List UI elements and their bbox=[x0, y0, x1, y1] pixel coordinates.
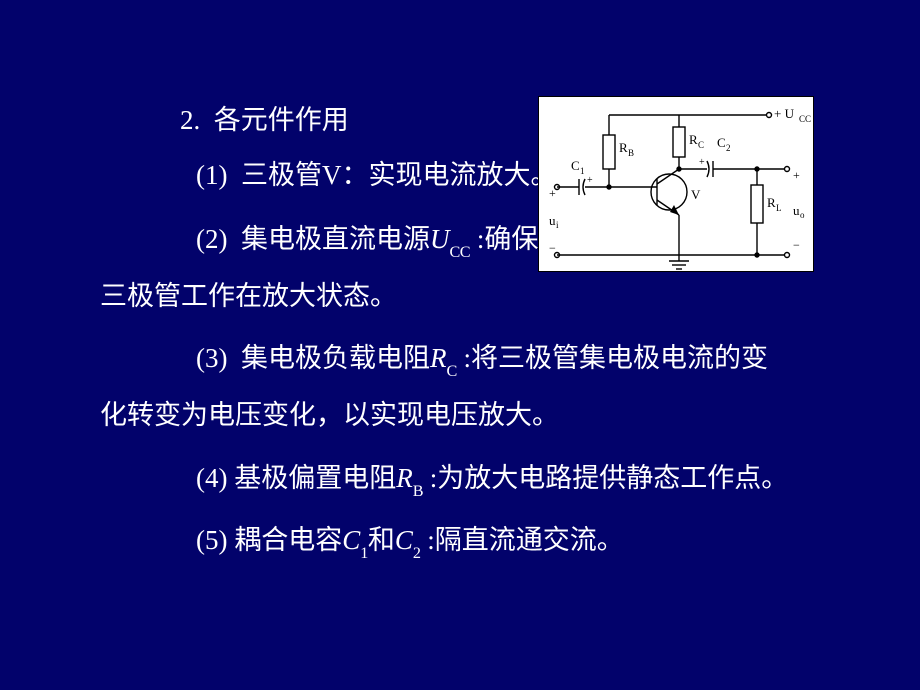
item3-c: 化转变为电压变化，以实现电压放大。 bbox=[100, 400, 559, 430]
item4-a: 基极偏置电阻 bbox=[234, 463, 396, 493]
item4-b: :为放大电路提供静态工作点。 bbox=[430, 463, 789, 493]
svg-text:+: + bbox=[549, 186, 556, 200]
svg-text:R: R bbox=[689, 132, 698, 147]
svg-text:C: C bbox=[717, 135, 726, 150]
svg-text:+ U: + U bbox=[774, 106, 795, 121]
svg-text:+: + bbox=[587, 175, 593, 186]
item2-a: 集电极直流电源 bbox=[241, 224, 430, 254]
svg-text:B: B bbox=[628, 148, 634, 158]
item-5: (5) 耦合电容C1和C2 :隔直流通交流。 bbox=[196, 512, 820, 569]
item5-a: 耦合电容 bbox=[234, 525, 342, 555]
slide: 2. 各元件作用 (1) 三极管V：实现电流放大。 (2) 集电极直流电源UCC… bbox=[0, 0, 920, 690]
item2-c: 三极管工作在放大状态。 bbox=[100, 281, 397, 311]
item-4: (4) 基极偏置电阻RB :为放大电路提供静态工作点。 bbox=[196, 450, 820, 507]
svg-text:+: + bbox=[699, 157, 705, 168]
item3-var: R bbox=[430, 343, 447, 373]
svg-text:R: R bbox=[767, 195, 776, 210]
item-3: (3) 集电极负载电阻RC :将三极管集电极电流的变 化转变为电压变化，以实现电… bbox=[100, 330, 820, 443]
circuit-diagram: + U CC R B R C bbox=[538, 96, 814, 272]
item1-num: (1) bbox=[196, 160, 227, 190]
item1-text: 三极管V：实现电流放大。 bbox=[241, 160, 558, 190]
item5-var2: C bbox=[395, 525, 413, 555]
svg-text:V: V bbox=[691, 187, 701, 202]
item2-b: :确保 bbox=[477, 224, 539, 254]
svg-text:1: 1 bbox=[580, 166, 585, 176]
item4-var: R bbox=[396, 463, 413, 493]
item2-num: (2) bbox=[196, 224, 227, 254]
svg-text:i: i bbox=[556, 220, 559, 230]
item5-b: :隔直流通交流。 bbox=[427, 525, 624, 555]
item2-sub: CC bbox=[449, 243, 470, 261]
item3-num: (3) bbox=[196, 343, 227, 373]
svg-text:L: L bbox=[776, 203, 782, 213]
item4-sub: B bbox=[413, 482, 423, 500]
svg-text:C: C bbox=[571, 158, 580, 173]
item2-var: U bbox=[430, 224, 450, 254]
item3-b: :将三极管集电极电流的变 bbox=[464, 343, 769, 373]
svg-text:u: u bbox=[793, 203, 800, 218]
item3-a: 集电极负载电阻 bbox=[241, 343, 430, 373]
heading-text: 各元件作用 bbox=[214, 105, 349, 135]
svg-text:2: 2 bbox=[726, 143, 731, 153]
circuit-svg: + U CC R B R C bbox=[539, 97, 815, 273]
item5-mid: 和 bbox=[368, 525, 395, 555]
item3-sub: C bbox=[446, 362, 456, 380]
svg-text:u: u bbox=[549, 213, 556, 228]
item5-var1: C bbox=[342, 525, 360, 555]
item5-sub2: 2 bbox=[413, 544, 421, 562]
svg-text:−: − bbox=[793, 238, 800, 252]
heading-num: 2. bbox=[180, 105, 200, 135]
svg-text:o: o bbox=[800, 210, 805, 220]
item5-num: (5) bbox=[196, 525, 227, 555]
item5-sub1: 1 bbox=[360, 544, 368, 562]
item4-num: (4) bbox=[196, 463, 227, 493]
svg-text:C: C bbox=[698, 140, 704, 150]
svg-text:R: R bbox=[619, 140, 628, 155]
svg-text:CC: CC bbox=[799, 114, 811, 124]
svg-text:+: + bbox=[793, 168, 800, 182]
